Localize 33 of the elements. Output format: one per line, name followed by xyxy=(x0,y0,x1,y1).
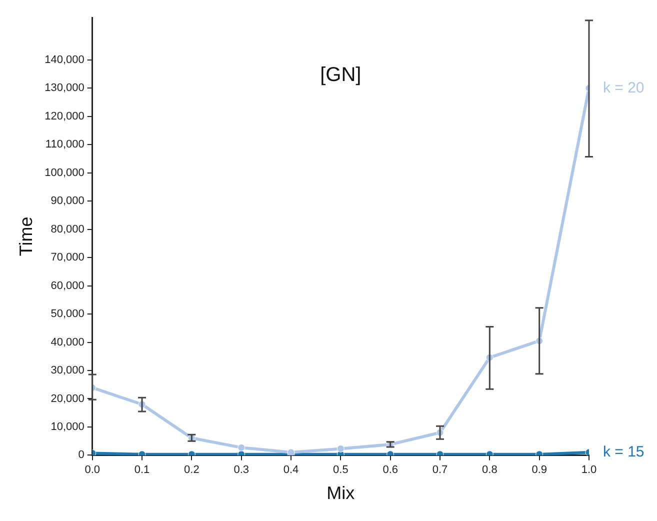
x-tick-label: 0.9 xyxy=(532,464,547,476)
series-label: k = 20 xyxy=(603,79,644,96)
x-tick-label: 0.5 xyxy=(333,464,348,476)
y-tick-label: 80,000 xyxy=(50,223,84,236)
x-tick-label: 0.6 xyxy=(382,464,398,476)
x-tick-label: 0.0 xyxy=(84,464,100,476)
series-label: k = 15 xyxy=(603,444,644,461)
y-tick-label: 70,000 xyxy=(50,252,84,264)
x-tick-label: 0.8 xyxy=(482,464,498,476)
x-tick-label: 0.7 xyxy=(432,464,448,476)
y-tick-label: 20,000 xyxy=(50,392,84,405)
text: [GN] xyxy=(320,64,362,86)
y-tick-label: 30,000 xyxy=(50,364,84,377)
x-axis-title: Mix xyxy=(326,483,355,504)
y-tick-label: 0 xyxy=(78,449,84,462)
x-tick-label: 1.0 xyxy=(581,464,597,476)
x-tick-label: 0.3 xyxy=(234,464,249,476)
y-tick-label: 90,000 xyxy=(50,195,84,208)
y-axis-title: Time xyxy=(16,216,36,256)
y-tick-label: 110,000 xyxy=(45,138,84,151)
y-tick-label: 60,000 xyxy=(50,280,84,292)
y-tick-label: 10,000 xyxy=(50,421,84,433)
y-tick-label: 120,000 xyxy=(44,110,84,122)
point xyxy=(336,444,344,452)
y-tick-label: 130,000 xyxy=(44,82,84,94)
x-tick-label: 0.2 xyxy=(184,464,200,476)
point xyxy=(238,444,246,452)
y-tick-label: 140,000 xyxy=(44,54,84,66)
x-tick-label: 0.1 xyxy=(134,464,150,476)
y-tick-label: 40,000 xyxy=(50,336,84,348)
x-tick-label: 0.4 xyxy=(283,464,299,476)
y-tick-label: 50,000 xyxy=(50,308,84,320)
y-tick-label: 100,000 xyxy=(44,166,84,179)
